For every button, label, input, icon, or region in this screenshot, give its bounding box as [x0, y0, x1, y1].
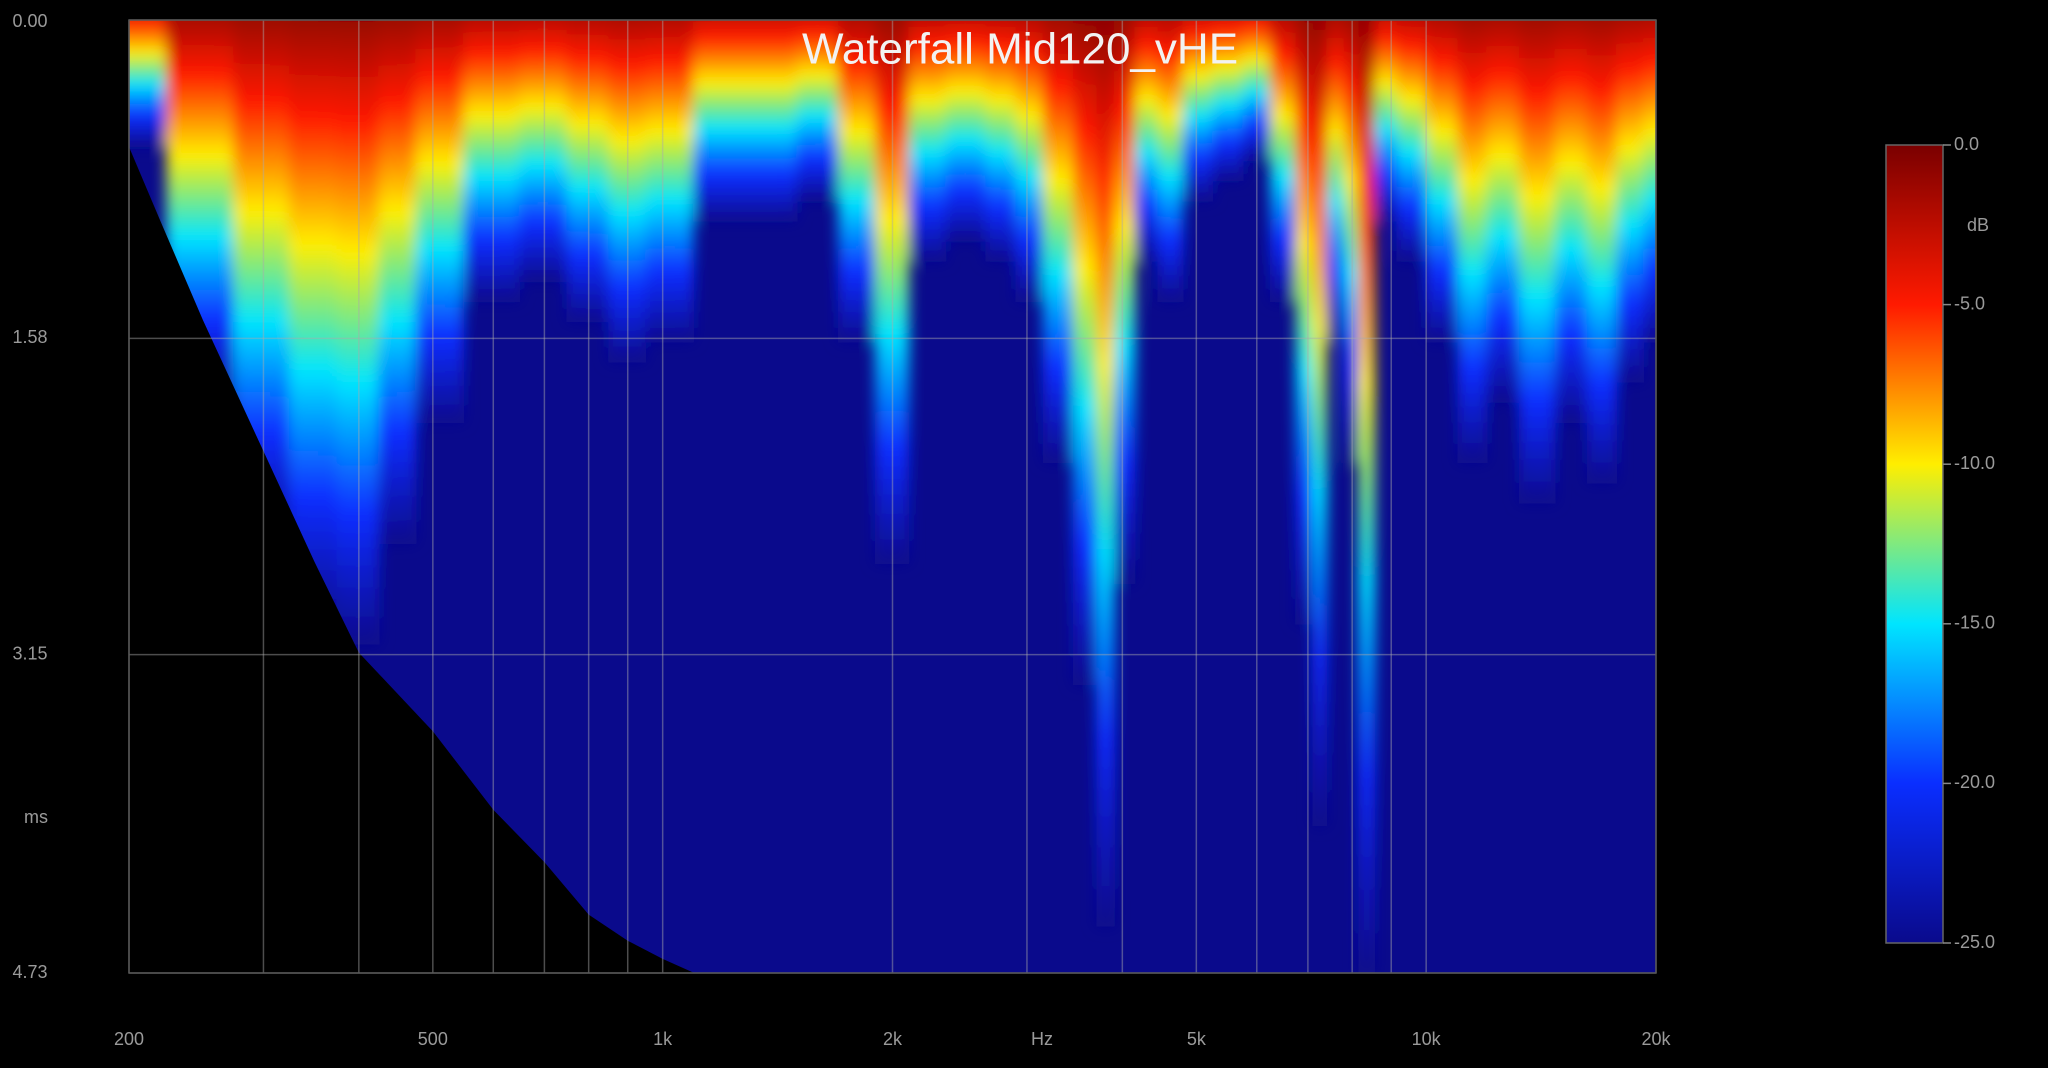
decay-column — [1358, 20, 1376, 973]
decay-column — [945, 20, 987, 242]
decay-column — [1518, 20, 1556, 504]
decay-column — [1096, 20, 1115, 927]
colorbar-tick-label: -20.0 — [1954, 772, 1995, 792]
y-tick-label: 4.73 — [12, 962, 47, 982]
decay-column — [796, 20, 840, 202]
decay-column — [378, 20, 417, 544]
decay-column — [985, 20, 1017, 262]
y-tick-label: 3.15 — [12, 643, 47, 663]
decay-column — [1157, 20, 1184, 303]
decay-column — [1486, 20, 1520, 403]
decay-column — [415, 20, 465, 423]
chart-title: Waterfall Mid120_vHE — [802, 25, 1238, 74]
decay-column — [908, 20, 947, 262]
decay-column — [1374, 20, 1398, 222]
decay-column — [1270, 20, 1297, 303]
decay-column — [129, 20, 167, 147]
heatmap — [129, 20, 1656, 973]
decay-column — [1343, 20, 1360, 464]
x-tick-label: 10k — [1412, 1029, 1442, 1049]
decay-column — [1616, 20, 1645, 383]
x-tick-label: 2k — [883, 1029, 903, 1049]
decay-column — [1312, 20, 1328, 826]
decay-column — [1425, 20, 1459, 343]
decay-column — [1042, 20, 1074, 464]
decay-column — [748, 20, 798, 222]
colorbar-tick-label: -5.0 — [1954, 293, 1985, 313]
decay-column — [875, 20, 910, 564]
decay-column — [1015, 20, 1044, 303]
decay-column — [1554, 20, 1588, 423]
decay-column — [289, 20, 338, 625]
time-window — [129, 146, 695, 973]
colorbar-tick-label: -15.0 — [1954, 613, 1995, 633]
decay-column — [1212, 20, 1244, 182]
decay-column — [566, 20, 610, 323]
y-tick-label: 0.00 — [12, 11, 47, 31]
heatmap-columns — [129, 20, 1656, 973]
decay-column — [1072, 20, 1098, 685]
decay-column — [1643, 20, 1656, 343]
decay-column — [1586, 20, 1618, 484]
x-axis-label: Hz — [1031, 1029, 1053, 1049]
decay-column — [1182, 20, 1214, 202]
x-tick-label: 5k — [1187, 1029, 1207, 1049]
decay-column — [1242, 20, 1272, 162]
decay-column — [1295, 20, 1314, 625]
x-tick-label: 500 — [418, 1029, 448, 1049]
x-tick-label: 20k — [1641, 1029, 1671, 1049]
plot-frame — [128, 19, 1657, 974]
x-tick-label: 200 — [114, 1029, 144, 1049]
decay-column — [838, 20, 877, 343]
colorbar-tick-label: -25.0 — [1954, 932, 1995, 952]
x-tick-label: 1k — [653, 1029, 673, 1049]
decay-column — [1134, 20, 1159, 262]
y-axis-label: ms — [24, 807, 48, 827]
decay-column — [518, 20, 568, 282]
overlay — [128, 19, 1657, 974]
colorbar — [1885, 144, 1944, 944]
decay-column — [1457, 20, 1488, 464]
colorbar-tick-label: 0.0 — [1954, 134, 1979, 154]
decay-column — [1113, 20, 1136, 585]
decay-column — [463, 20, 520, 303]
decay-column — [692, 20, 750, 222]
decay-column — [608, 20, 647, 363]
colorbar-tick-label: -10.0 — [1954, 453, 1995, 473]
colorbar-label: dB — [1967, 215, 1989, 235]
decay-column — [336, 20, 380, 645]
decay-column — [645, 20, 694, 343]
decay-column — [1396, 20, 1427, 262]
y-tick-label: 1.58 — [12, 327, 47, 347]
decay-column — [1326, 20, 1345, 343]
